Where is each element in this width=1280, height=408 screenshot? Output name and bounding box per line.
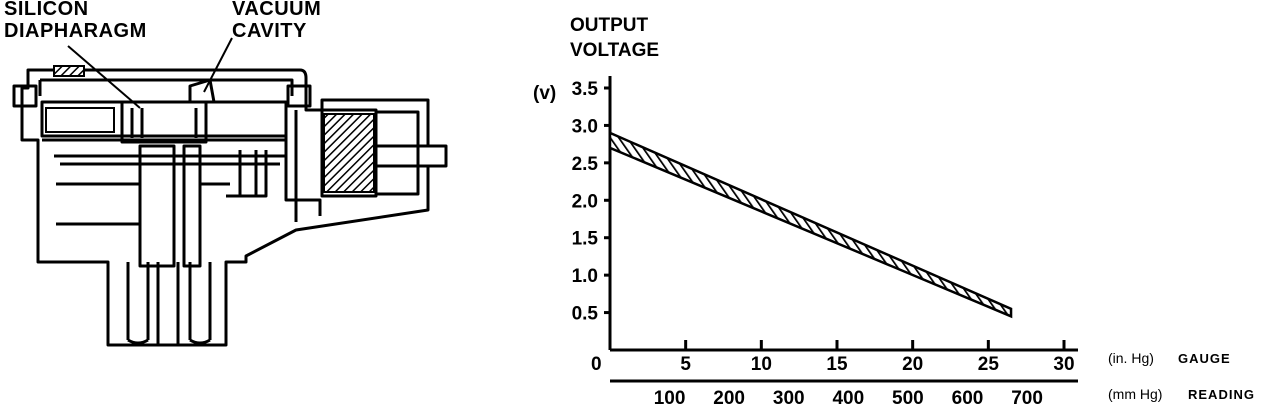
y-tick-label: 2.5 [572,154,599,175]
leader-vacuum [203,37,233,93]
y-tick-label: 2.0 [572,191,598,212]
y-tick-label: 1.5 [572,229,599,250]
port-right [188,262,212,340]
label-silicon-line1: SILICON [4,0,89,20]
x-secondary-tick-label: 600 [952,388,984,408]
x-primary-tick-label: 25 [978,354,1000,375]
y-tick-group: 0.5 1.0 1.5 2.0 2.5 3.0 3.5 [572,79,610,325]
leader-silicon [67,45,141,109]
x-secondary-unit: (mm Hg) [1108,386,1162,402]
y-unit-label: (v) [533,83,556,104]
x-secondary-tick-label: 400 [832,388,864,408]
voltage-band [608,131,1013,319]
chart-title-line1: OUTPUT [570,15,649,36]
x-secondary-tick-label: 100 [654,388,686,408]
port-middle [156,262,180,345]
y-tick-label: 0.5 [572,304,599,325]
label-vacuum-line2: CAVITY [232,20,307,42]
x-secondary-tick-group: 100 200 300 400 500 600 700 [654,388,1043,408]
sensor-cross-section [12,37,448,347]
x-primary-caption: GAUGE [1178,351,1231,366]
x-secondary-tick-label: 500 [892,388,924,408]
port-left [126,262,150,340]
hatched-connector [323,113,375,193]
label-silicon-diaphragm: SILICON DIAPHARAGM [4,0,147,42]
label-silicon-line2: DIAPHARAGM [4,20,147,42]
y-tick-label: 1.0 [572,266,598,287]
x-secondary-tick-label: 700 [1011,388,1043,408]
label-vacuum-line1: VACUUM [232,0,322,20]
x-primary-tick-label: 20 [902,354,923,375]
x-primary-tick-label: 10 [751,354,772,375]
y-tick-label: 3.5 [572,79,599,100]
x-primary-tick-label: 5 [680,354,691,375]
x-primary-tick-label: 15 [826,354,848,375]
x-primary-tick-group: 5 10 15 20 25 30 [680,340,1075,375]
x-secondary-tick-label: 200 [713,388,745,408]
hatched-seal-top [53,65,85,77]
x-primary-tick-label: 30 [1053,354,1074,375]
chart-title-line2: VOLTAGE [570,40,659,61]
x-secondary-tick-label: 300 [773,388,805,408]
x-primary-unit: (in. Hg) [1108,350,1154,366]
y-tick-label: 3.0 [572,116,598,137]
x-secondary-caption: READING [1188,387,1255,402]
label-vacuum-cavity: VACUUM CAVITY [232,0,321,42]
silicon-element [120,100,208,144]
origin-label: 0 [591,354,602,375]
